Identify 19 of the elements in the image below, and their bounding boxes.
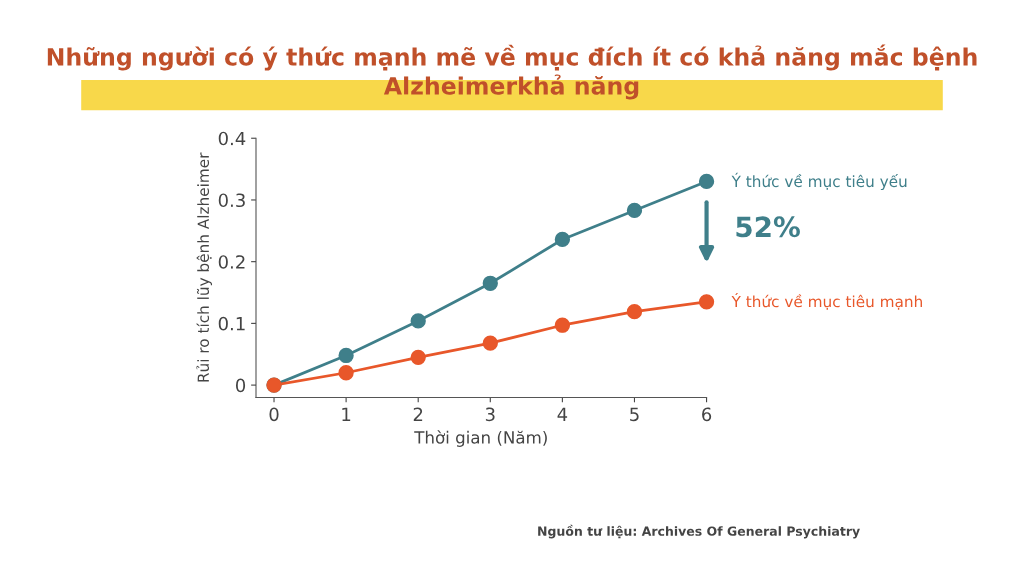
y-tick-label: 0.4	[218, 131, 246, 146]
y-axis-title: Rủi ro tích lũy bệnh Alzheimer	[196, 152, 213, 382]
x-tick-label: 3	[485, 407, 495, 422]
x-tick-label: 4	[557, 407, 568, 421]
y-tick-label: 0.3	[218, 193, 245, 208]
series-label: Ý thức về mục tiêu yếu	[731, 172, 907, 191]
y-tick-label: 0.2	[218, 255, 245, 269]
text: Nguồn tư liệu: Archives Of General Psychiatry	[538, 524, 860, 539]
x-tick-label: 6	[702, 407, 712, 422]
x-tick-label: 1	[342, 407, 351, 421]
series-label: Ý thức về mục tiêu mạnh	[731, 292, 922, 310]
text: 52%	[736, 216, 800, 238]
x-axis-title: Thời gian (Năm)	[414, 430, 547, 447]
y-tick-label: 0.1	[218, 316, 245, 331]
x-tick-label: 0	[269, 407, 279, 422]
x-tick-label: 2	[413, 407, 423, 421]
x-tick-label: 5	[630, 407, 639, 422]
chart-title: Những người có ý thức mạnh mẽ về mục đích ít có khả năng mắc bệnh Alzheimerkhả năng	[47, 44, 977, 100]
y-tick-label: 0	[235, 378, 246, 393]
